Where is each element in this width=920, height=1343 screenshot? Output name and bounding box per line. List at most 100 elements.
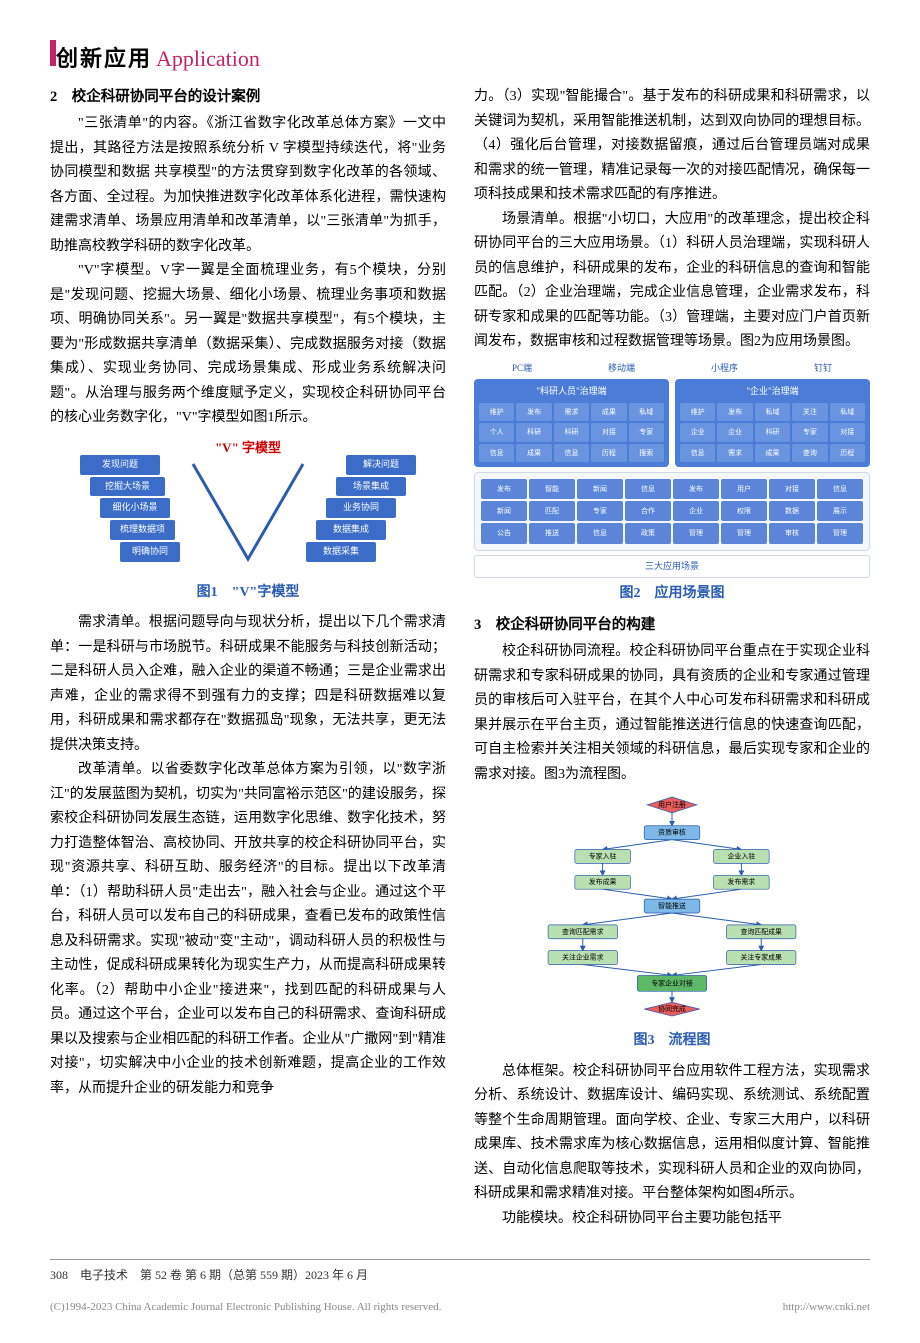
right-column: 力。（3）实现"智能撮合"。基于发布的科研成果和科研需求，以关键词为契机，采用智… bbox=[474, 85, 870, 1231]
s3-p1: 校企科研协同流程。校企科研协同平台重点在于实现企业科研需求和专家科研成果的协同，… bbox=[474, 640, 870, 787]
fig2-right-panel: "企业"治理端 维护发布私域关注私域企业企业科研专家对接信息需求成果查询历程 bbox=[675, 379, 870, 467]
header-title-en: Application bbox=[156, 46, 260, 72]
s3-p3: 功能模块。校企科研协同平台主要功能包括平 bbox=[474, 1207, 870, 1232]
fig1-right-wing: 解决问题 场景集成 业务协同 数据集成 数据采集 bbox=[306, 455, 416, 564]
fig2-cell: 成果 bbox=[516, 444, 551, 462]
fig2-cell: 企业 bbox=[673, 501, 719, 521]
fig2-cell: 需求 bbox=[717, 444, 752, 462]
fig1-caption: 图1 "V"字模型 bbox=[50, 581, 446, 606]
fig2-cell: 对接 bbox=[769, 479, 815, 499]
fig1-left-item: 梳理数据项 bbox=[110, 520, 175, 540]
fig1-left-item: 细化小场景 bbox=[100, 498, 170, 518]
s2-p3: 需求清单。根据问题导向与现状分析，提出以下几个需求清单：一是科研与市场脱节。科研… bbox=[50, 611, 446, 758]
fig2-left-title: "科研人员"治理端 bbox=[479, 384, 664, 400]
fig2-cell: 展示 bbox=[817, 501, 863, 521]
page-footer: 308 电子技术 第 52 卷 第 6 期（总第 559 期）2023 年 6 … bbox=[50, 1251, 870, 1283]
fig2-cell: 发布 bbox=[481, 479, 527, 499]
fig2-admin-panel: 发布智能新闻信息发布用户对接信息新闻匹配专家合作企业权限数据展示公告推送信息政策… bbox=[474, 472, 870, 551]
fig1-right-item: 业务协同 bbox=[326, 498, 396, 518]
s3-p2: 总体框架。校企科研协同平台应用软件工程方法，实现需求分析、系统设计、数据库设计、… bbox=[474, 1060, 870, 1207]
fig2-cell: 需求 bbox=[554, 403, 589, 421]
fig1-right-item: 数据采集 bbox=[306, 542, 376, 562]
fig2-cell: 数据 bbox=[769, 501, 815, 521]
fig2-cell: 科研 bbox=[755, 423, 790, 441]
fig2-cell: 历程 bbox=[830, 444, 865, 462]
fig2-cell: 信息 bbox=[817, 479, 863, 499]
figure-3-flowchart: 用户注册资质审核专家入驻企业入驻发布成果发布需求智能推送查询匹配需求查询匹配成果… bbox=[474, 795, 870, 1025]
fig2-footer-label: 三大应用场景 bbox=[474, 555, 870, 579]
fig2-cell: 匹配 bbox=[529, 501, 575, 521]
fig2-cell: 发布 bbox=[673, 479, 719, 499]
page-header: 创新应用 Application bbox=[50, 40, 870, 73]
fig2-cell: 智能 bbox=[529, 479, 575, 499]
fig1-left-wing: 发现问题 挖掘大场景 细化小场景 梳理数据项 明确协同 bbox=[80, 455, 180, 564]
s2-p5: 力。（3）实现"智能撮合"。基于发布的科研成果和科研需求，以关键词为契机，采用智… bbox=[474, 85, 870, 208]
fig2-left-panel: "科研人员"治理端 维护发布需求成果私域个人科研科研对接专家信息成果信息历程搜索 bbox=[474, 379, 669, 467]
fig2-cell: 信息 bbox=[625, 479, 671, 499]
fig2-cell: 关注 bbox=[792, 403, 827, 421]
svg-text:发布需求: 发布需求 bbox=[728, 877, 756, 886]
svg-text:查询匹配需求: 查询匹配需求 bbox=[562, 927, 604, 936]
fig2-cell: 企业 bbox=[680, 423, 715, 441]
fig2-cell: 私域 bbox=[830, 403, 865, 421]
fig2-cell: 查询 bbox=[792, 444, 827, 462]
fig2-cell: 个人 bbox=[479, 423, 514, 441]
figure-2-scenarios: PC端 移动端 小程序 钉钉 "科研人员"治理端 维护发布需求成果私域个人科研科… bbox=[474, 361, 870, 579]
fig2-cell: 科研 bbox=[516, 423, 551, 441]
fig2-cell: 搜索 bbox=[629, 444, 664, 462]
fig2-cell: 新闻 bbox=[577, 479, 623, 499]
fig1-left-item: 挖掘大场景 bbox=[90, 477, 165, 497]
svg-text:专家企业对接: 专家企业对接 bbox=[651, 978, 693, 987]
fig2-cell: 用户 bbox=[721, 479, 767, 499]
fig2-cell: 推送 bbox=[529, 523, 575, 543]
fig2-cell: 信息 bbox=[554, 444, 589, 462]
fig2-cell: 信息 bbox=[577, 523, 623, 543]
fig2-cell: 对接 bbox=[591, 423, 626, 441]
fig2-cell: 政策 bbox=[625, 523, 671, 543]
two-column-body: 2 校企科研协同平台的设计案例 "三张清单"的内容。《浙江省数字化改革总体方案》… bbox=[50, 85, 870, 1231]
svg-text:发布成果: 发布成果 bbox=[589, 877, 617, 886]
fig2-cell: 管理 bbox=[721, 523, 767, 543]
fig2-cell: 科研 bbox=[554, 423, 589, 441]
fig2-cell: 权限 bbox=[721, 501, 767, 521]
footer-pageinfo: 308 电子技术 第 52 卷 第 6 期（总第 559 期）2023 年 6 … bbox=[50, 1268, 368, 1282]
fig2-cell: 成果 bbox=[755, 444, 790, 462]
copyright-line: (C)1994-2023 China Academic Journal Elec… bbox=[50, 1301, 870, 1313]
fig2-cell: 成果 bbox=[591, 403, 626, 421]
fig2-cell: 企业 bbox=[717, 423, 752, 441]
section-3-title: 3 校企科研协同平台的构建 bbox=[474, 613, 870, 638]
fig2-cell: 公告 bbox=[481, 523, 527, 543]
fig2-cell: 对接 bbox=[830, 423, 865, 441]
fig2-cell: 管理 bbox=[817, 523, 863, 543]
section-2-title: 2 校企科研协同平台的设计案例 bbox=[50, 85, 446, 110]
svg-text:智能推送: 智能推送 bbox=[658, 901, 686, 910]
fig2-header-item: 移动端 bbox=[608, 361, 635, 377]
svg-text:查询匹配成果: 查询匹配成果 bbox=[740, 927, 782, 936]
fig2-cell: 维护 bbox=[680, 403, 715, 421]
fig2-cell: 私域 bbox=[629, 403, 664, 421]
fig1-left-item: 发现问题 bbox=[80, 455, 160, 475]
fig2-cell: 信息 bbox=[479, 444, 514, 462]
fig3-caption: 图3 流程图 bbox=[474, 1029, 870, 1054]
svg-text:企业入驻: 企业入驻 bbox=[728, 852, 756, 861]
fig1-left-item: 明确协同 bbox=[120, 542, 180, 562]
fig2-right-title: "企业"治理端 bbox=[680, 384, 865, 400]
fig1-v-shape bbox=[188, 459, 308, 579]
s2-p2: "V"字模型。V字一翼是全面梳理业务，有5个模块，分别是"发现问题、挖掘大场景、… bbox=[50, 259, 446, 431]
svg-text:专家入驻: 专家入驻 bbox=[589, 852, 617, 861]
fig2-header-item: 钉钉 bbox=[814, 361, 832, 377]
fig2-cell: 发布 bbox=[717, 403, 752, 421]
fig2-cell: 管理 bbox=[673, 523, 719, 543]
svg-text:用户注册: 用户注册 bbox=[658, 800, 686, 809]
fig2-cell: 历程 bbox=[591, 444, 626, 462]
fig2-cell: 私域 bbox=[755, 403, 790, 421]
s2-p4: 改革清单。以省委数字化改革总体方案为引领，以"数字浙江"的发展蓝图为契机，切实为… bbox=[50, 758, 446, 1101]
fig2-header-row: PC端 移动端 小程序 钉钉 bbox=[474, 361, 870, 377]
svg-text:关注企业需求: 关注企业需求 bbox=[562, 953, 604, 962]
copyright-text: (C)1994-2023 China Academic Journal Elec… bbox=[50, 1301, 441, 1313]
fig2-cell: 维护 bbox=[479, 403, 514, 421]
fig1-right-item: 解决问题 bbox=[346, 455, 416, 475]
fig2-caption: 图2 应用场景图 bbox=[474, 582, 870, 607]
left-column: 2 校企科研协同平台的设计案例 "三张清单"的内容。《浙江省数字化改革总体方案》… bbox=[50, 85, 446, 1231]
svg-text:协同完成: 协同完成 bbox=[658, 1004, 686, 1013]
